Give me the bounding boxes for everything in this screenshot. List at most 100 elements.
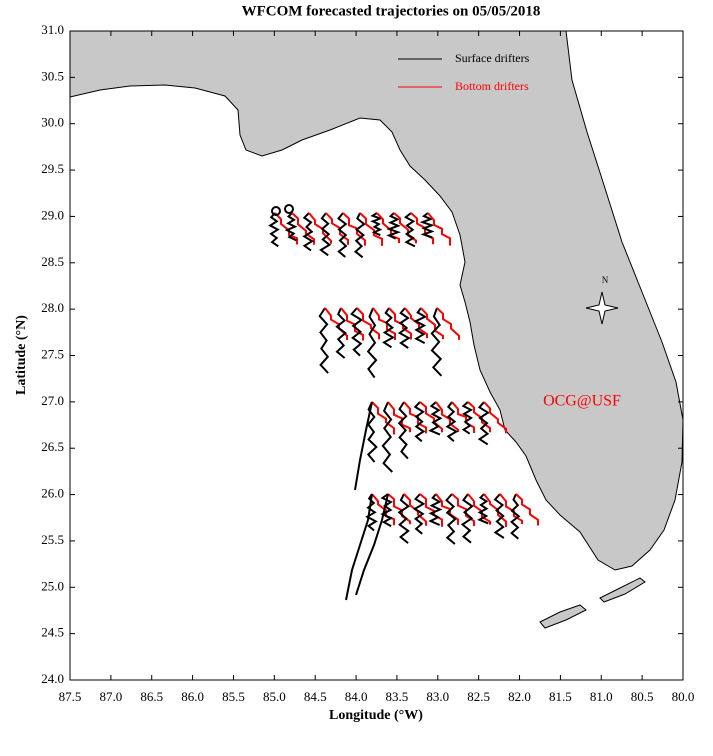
y-tick-label: 27.0 (41, 393, 64, 408)
bottom-trajectory (515, 493, 539, 526)
bottom-trajectory (359, 212, 383, 246)
surface-trajectory (445, 401, 459, 443)
surface-trajectory (354, 401, 373, 491)
surface-trajectory (370, 212, 384, 237)
surface-trajectory (337, 212, 348, 258)
compass: N (585, 275, 619, 325)
bottom-trajectory (419, 401, 443, 433)
surface-trajectory (413, 401, 426, 443)
bottom-trajectory (419, 493, 443, 527)
x-tick-label: 82.5 (467, 689, 490, 704)
x-tick-label: 81.5 (549, 689, 572, 704)
y-tick-label: 24.0 (41, 671, 64, 686)
surface-trajectory (403, 212, 416, 248)
bottom-trajectory (435, 401, 459, 433)
y-tick-label: 25.5 (41, 532, 64, 547)
bottom-trajectory (436, 307, 460, 340)
y-tick-label: 27.5 (41, 346, 64, 361)
x-tick-label: 87.0 (99, 689, 122, 704)
surface-trajectory (386, 212, 401, 240)
y-tick-label: 28.0 (41, 300, 64, 315)
surface-trajectory (428, 493, 443, 526)
y-tick-label: 25.0 (41, 578, 64, 593)
compass-label: N (602, 275, 609, 285)
bottom-trajectory (356, 307, 380, 340)
trajectories (268, 204, 539, 601)
surface-trajectory (397, 307, 411, 349)
surface-trajectory (319, 212, 332, 257)
chart-title: WFCOM forecasted trajectories on 05/05/2… (242, 3, 541, 19)
legend-label: Bottom drifters (455, 79, 529, 93)
bottom-trajectory (387, 401, 411, 433)
surface-trajectory (381, 401, 394, 473)
surface-trajectory (284, 212, 298, 242)
y-tick-label: 29.0 (41, 207, 64, 222)
y-tick-label: 29.5 (41, 161, 64, 176)
annotation: OCG@USF (543, 393, 621, 410)
x-tick-label: 84.5 (304, 689, 327, 704)
surface-trajectory (335, 307, 348, 359)
florida-keys (539, 577, 646, 629)
x-tick-label: 86.5 (140, 689, 163, 704)
bottom-trajectory (371, 493, 395, 526)
bottom-trajectory (404, 307, 428, 339)
compass-rose (585, 291, 619, 325)
x-tick-label: 86.0 (181, 689, 204, 704)
bottom-trajectory (420, 307, 444, 340)
x-tick-label: 81.0 (590, 689, 613, 704)
surface-trajectory (397, 493, 410, 544)
surface-trajectory (366, 307, 378, 379)
x-tick-label: 84.0 (345, 689, 368, 704)
surface-trajectory (510, 493, 521, 540)
surface-trajectory (302, 212, 315, 252)
surface-trajectory (461, 401, 474, 435)
x-tick-label: 87.5 (59, 689, 82, 704)
y-tick-label: 24.5 (41, 625, 64, 640)
surface-trajectory (353, 212, 366, 259)
surface-trajectory (412, 493, 426, 535)
y-tick-label: 30.5 (41, 68, 64, 83)
x-tick-label: 83.5 (386, 689, 409, 704)
surface-trajectory (419, 212, 435, 239)
surface-trajectory (413, 307, 428, 344)
y-axis-label: Latitude (°N) (14, 315, 29, 395)
bottom-trajectory (393, 212, 417, 244)
bottom-trajectory (483, 401, 507, 434)
surface-trajectory (350, 307, 364, 357)
y-tick-label: 31.0 (41, 22, 64, 37)
x-tick-label: 80.5 (631, 689, 654, 704)
surface-loop (284, 204, 294, 214)
surface-trajectory (477, 401, 490, 446)
x-tick-label: 85.0 (263, 689, 286, 704)
x-tick-label: 82.0 (508, 689, 531, 704)
y-tick-label: 26.5 (41, 439, 64, 454)
bottom-trajectory (451, 493, 475, 527)
x-tick-label: 85.5 (222, 689, 245, 704)
x-tick-label: 80.0 (672, 689, 695, 704)
surface-trajectory (493, 493, 505, 539)
bottom-trajectory (467, 401, 491, 433)
surface-trajectory (397, 401, 409, 460)
surface-trajectory (382, 307, 396, 349)
surface-trajectory (318, 307, 330, 374)
surface-trajectory (355, 493, 389, 596)
bottom-trajectory (371, 401, 395, 435)
y-tick-label: 26.0 (41, 486, 64, 501)
x-tick-label: 83.0 (426, 689, 449, 704)
legend-label: Surface drifters (455, 51, 530, 65)
surface-trajectory (477, 493, 489, 525)
y-tick-label: 28.5 (41, 254, 64, 269)
surface-trajectory (428, 401, 443, 436)
surface-trajectory (380, 493, 394, 527)
surface-loop (271, 206, 281, 216)
bottom-trajectory (427, 212, 451, 246)
surface-trajectory (268, 212, 280, 248)
x-axis-label: Longitude (°W) (329, 708, 423, 723)
surface-trajectory (460, 493, 474, 544)
bottom-trajectory (451, 401, 475, 433)
surface-trajectory (345, 493, 373, 601)
surface-trajectory (445, 493, 457, 545)
surface-trajectory (430, 307, 443, 377)
bottom-trajectory (291, 212, 315, 245)
